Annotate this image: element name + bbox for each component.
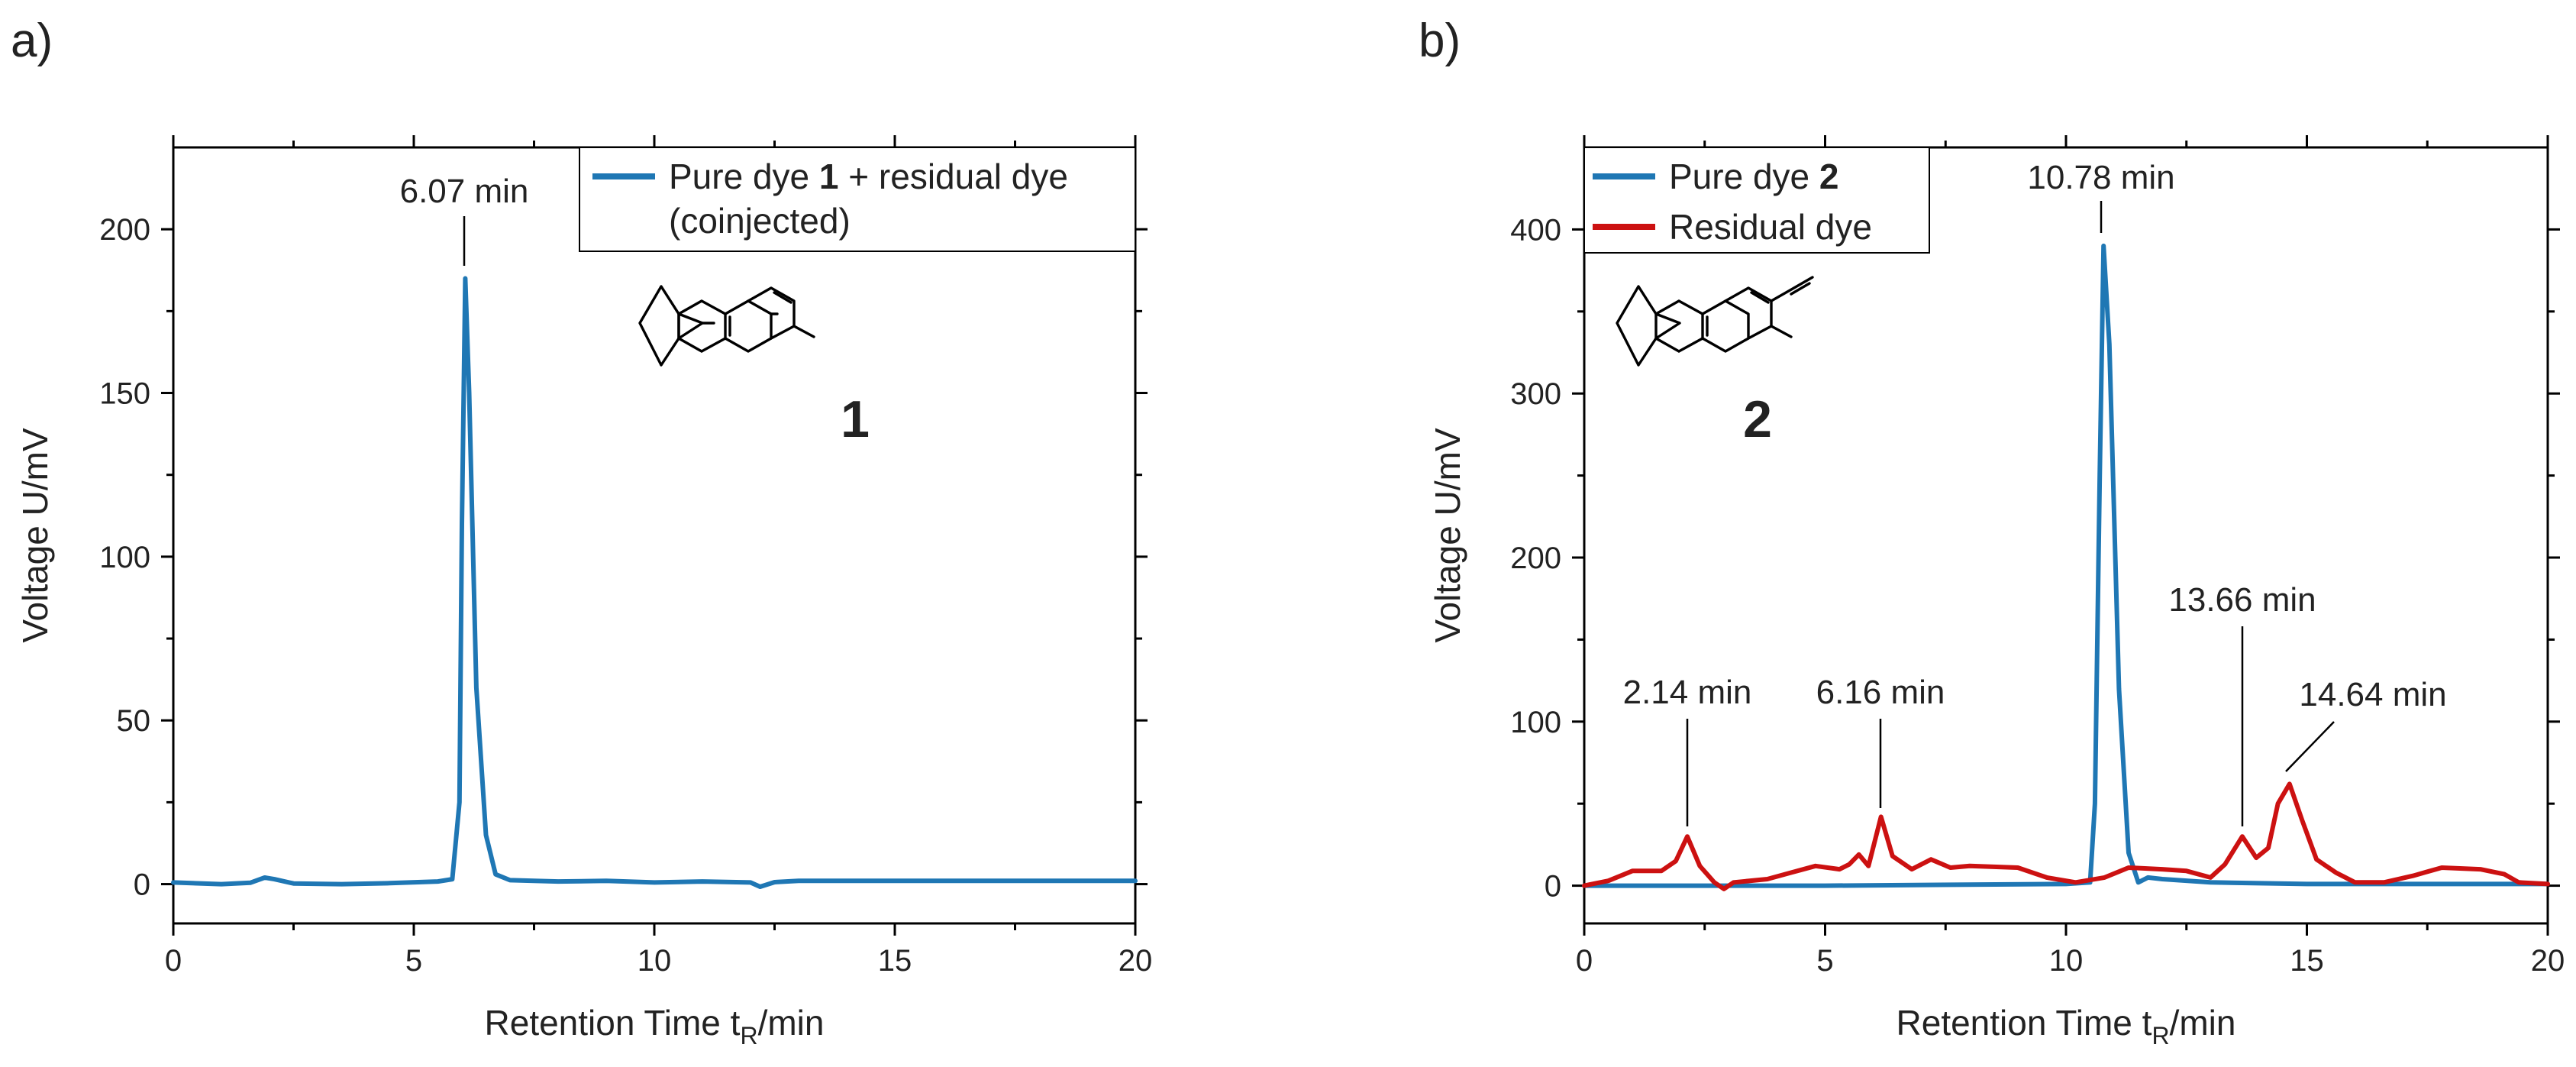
- chart-b-ytick-label: 400: [1510, 213, 1561, 247]
- chart-b-ylabel: Voltage U/mV: [1428, 428, 1467, 643]
- chart-a-frame: [172, 146, 1137, 925]
- chart-b-xtick-label: 20: [2531, 944, 2565, 978]
- chart-b-annotation-2.14: 2.14 min: [1623, 674, 1752, 711]
- compound-2-structure: [1616, 276, 1814, 367]
- chart-b-series-residual-dye-line: [1582, 781, 2550, 891]
- chart-b-xtick-label: 5: [1816, 944, 1833, 978]
- panel-b-label: b): [1419, 15, 1461, 67]
- chart-b-legend-entry-0: Pure dye 2: [1669, 157, 1839, 196]
- compound-1-structure: [638, 285, 815, 367]
- chart-b-annotation-10.78: 10.78 min: [2027, 159, 2174, 196]
- chart-a-legend-entry-0: Pure dye 1 + residual dye: [669, 157, 1068, 196]
- chart-a-xtick-label: 10: [638, 944, 672, 978]
- chart-b-xtick-label: 15: [2290, 944, 2324, 978]
- chart-b-legend-entry-1: Residual dye: [1669, 207, 1872, 247]
- chart-b-frame: [1583, 146, 2549, 925]
- chart-b-legend: Pure dye 2 Residual dye: [1583, 147, 1930, 254]
- chart-b-series-pure-dye-line: [1582, 243, 2550, 888]
- chart-a-xtick-label: 20: [1119, 944, 1153, 978]
- chart-b-ytick-label: 0: [1545, 870, 1561, 904]
- chart-b-xlabel: Retention Time tR/min: [1896, 1003, 2236, 1049]
- chart-b-legend-box: [1583, 147, 1930, 254]
- chart-b-annotation-13.66: 13.66 min: [2168, 581, 2316, 619]
- chart-a-ytick-label: 100: [99, 541, 150, 574]
- chart-a-xtick-label: 5: [405, 944, 422, 978]
- compound-2-label: 2: [1743, 390, 1772, 448]
- chart-a-ytick-label: 200: [99, 213, 150, 247]
- chart-b-ytick-label: 300: [1510, 377, 1561, 411]
- chart-a-legend-entry-0-line2: (coinjected): [669, 201, 851, 241]
- chart-a-ytick-label: 0: [134, 868, 150, 902]
- chart-a-xtick-label: 0: [165, 944, 182, 978]
- chart-a-ytick-label: 150: [99, 377, 150, 411]
- chart-a-series: [171, 276, 1138, 889]
- compound-1-label: 1: [841, 390, 870, 448]
- chart-a-legend-box: [579, 147, 1136, 252]
- chart-b-xtick-label: 0: [1576, 944, 1593, 978]
- chart-b-annotation-6.16: 6.16 min: [1816, 674, 1945, 711]
- chart-b-xtick-label: 10: [2049, 944, 2084, 978]
- chart-a-series-pure-dye-line: [171, 276, 1138, 889]
- chart-b-series: [1582, 243, 2550, 891]
- panel-a-label: a): [11, 15, 53, 67]
- chart-b-ytick-label: 100: [1510, 706, 1561, 739]
- chart-b-annotation-14.64: 14.64 min: [2299, 676, 2446, 713]
- chart-a-annotation-6.07: 6.07 min: [400, 173, 529, 210]
- chart-a-xlabel: Retention Time tR/min: [485, 1003, 825, 1049]
- chart-a-legend: Pure dye 1 + residual dye (coinjected): [579, 147, 1136, 252]
- chart-b-leader-14.64: [2285, 721, 2335, 772]
- chart-b-ytick-label: 200: [1510, 542, 1561, 575]
- chart-a-ylabel: Voltage U/mV: [15, 428, 55, 643]
- chart-a-xtick-label: 15: [878, 944, 912, 978]
- chart-a-ytick-label: 50: [117, 704, 151, 738]
